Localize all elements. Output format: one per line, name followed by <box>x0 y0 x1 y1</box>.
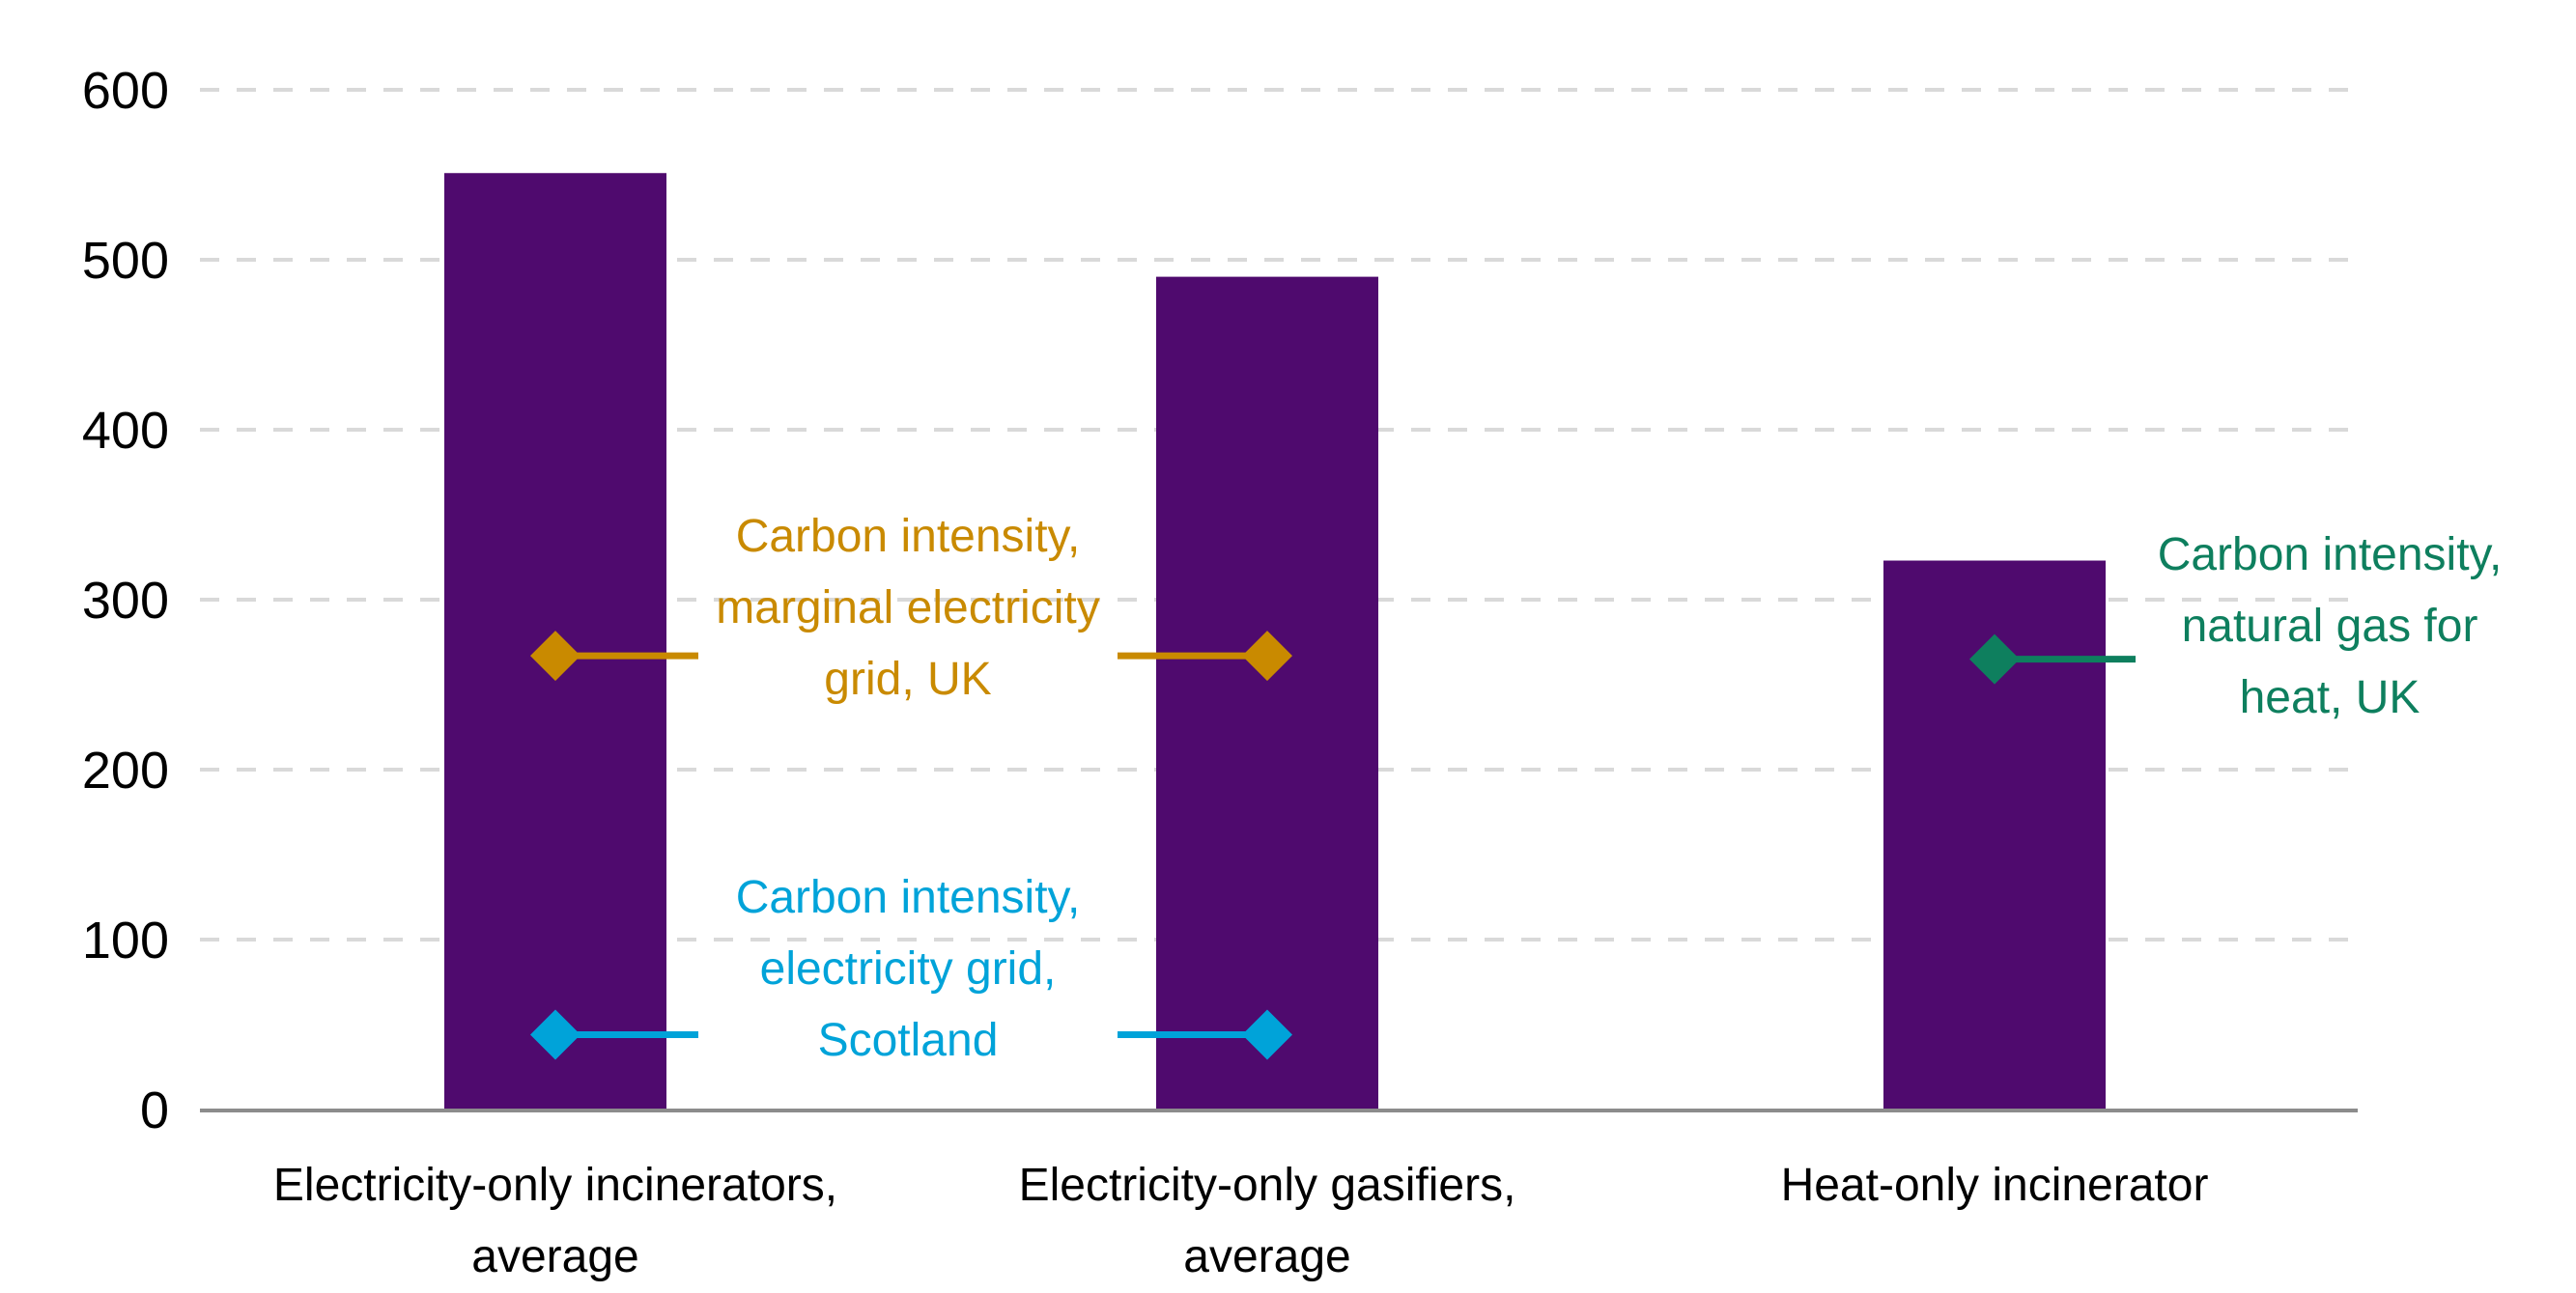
diamond-marker <box>1242 631 1292 682</box>
x-tick-label: Electricity-only incinerators, <box>273 1160 837 1211</box>
diamond-marker <box>530 1009 580 1060</box>
diamond-marker <box>1242 1009 1292 1060</box>
marker-label: electricity grid, <box>760 943 1057 995</box>
y-tick-label: 300 <box>82 572 169 630</box>
marker-label: Carbon intensity, <box>736 872 1081 923</box>
diamond-marker <box>1969 633 2020 685</box>
marker-label: natural gas for <box>2182 601 2478 652</box>
x-tick-label: average <box>471 1231 638 1282</box>
marker-label: marginal electricity <box>716 582 1099 633</box>
diamond-marker <box>530 631 580 682</box>
marker-label: Carbon intensity, <box>2158 529 2503 580</box>
x-tick-label: average <box>1183 1231 1350 1282</box>
marker-label: grid, UK <box>824 654 991 705</box>
y-tick-label: 400 <box>82 402 169 460</box>
x-tick-label: Electricity-only gasifiers, <box>1019 1160 1516 1211</box>
y-tick-label: 0 <box>140 1082 169 1139</box>
y-tick-label: 600 <box>82 62 169 120</box>
y-tick-label: 100 <box>82 912 169 970</box>
bar <box>1156 276 1378 1110</box>
marker-label: heat, UK <box>2240 672 2420 723</box>
y-tick-label: 200 <box>82 742 169 800</box>
x-tick-label: Heat-only incinerator <box>1781 1160 2209 1211</box>
marker-label: Carbon intensity, <box>736 511 1081 562</box>
marker-label: Scotland <box>818 1015 999 1066</box>
y-tick-label: 500 <box>82 232 169 290</box>
